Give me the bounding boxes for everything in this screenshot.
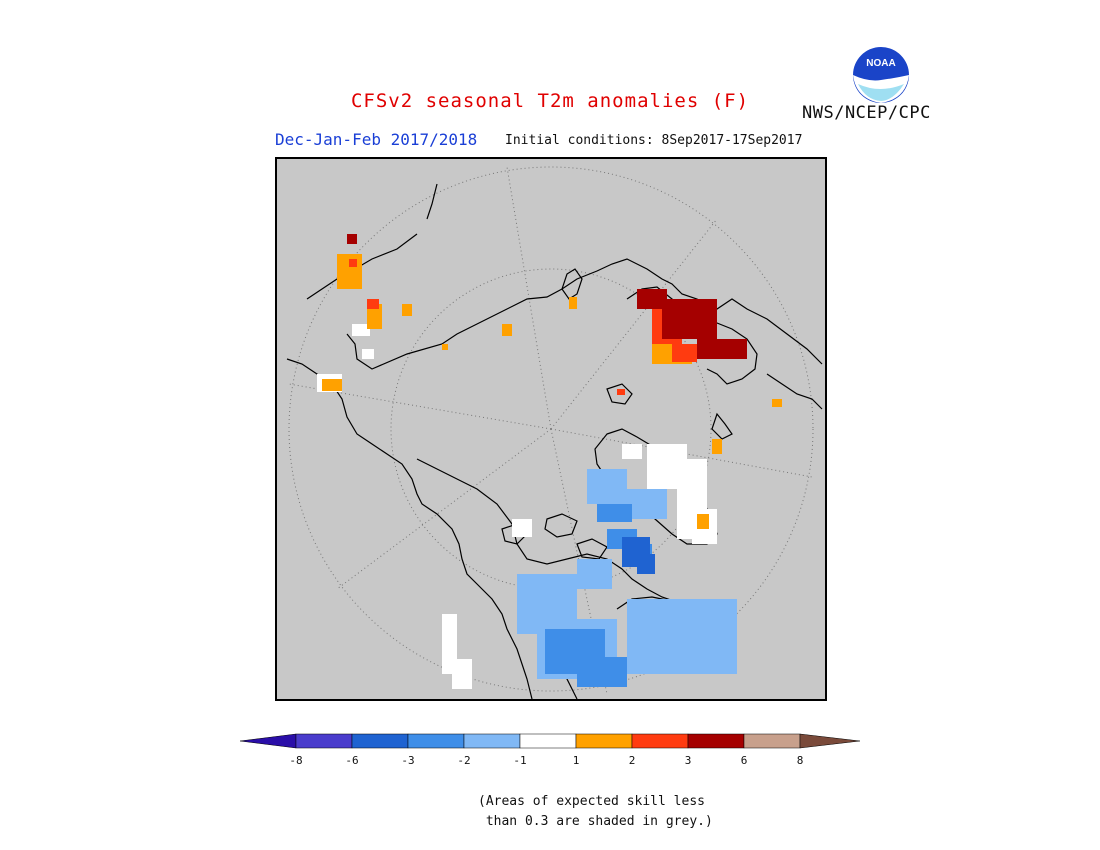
latitude-circle (390, 268, 712, 590)
anomaly-white (317, 324, 717, 689)
polar-map (275, 157, 827, 701)
anomaly-blue (545, 504, 652, 687)
color-scale-segment (519, 733, 577, 749)
color-scale-bar: -8 -6 -3 -2 -1 1 2 3 6 8 (240, 733, 860, 767)
color-scale-max-arrow (799, 733, 860, 749)
initial-conditions-label: Initial conditions: 8Sep2017-17Sep2017 (505, 133, 803, 148)
color-scale-tick: -6 (345, 754, 358, 767)
polar-map-svg (286, 166, 823, 699)
coastline-svalbard (606, 383, 633, 405)
meridian-line (336, 428, 552, 590)
color-scale-segment (407, 733, 465, 749)
color-scale-min-arrow (240, 733, 297, 749)
agency-label: NWS/NCEP/CPC (802, 103, 931, 123)
color-scale-tick: -2 (457, 754, 470, 767)
color-scale-segment (351, 733, 409, 749)
color-scale-tick: 3 (685, 754, 692, 767)
color-scale-segment (463, 733, 521, 749)
coastline-mediterranean (766, 373, 823, 410)
meridian-line (506, 166, 552, 430)
color-scale-segment (687, 733, 745, 749)
skill-note: (Areas of expected skill less than 0.3 a… (478, 794, 713, 829)
meridian-line (550, 218, 718, 430)
anomaly-dark-red (347, 234, 747, 359)
color-scale-segment (743, 733, 801, 749)
color-scale-tick: 1 (573, 754, 580, 767)
anomaly-red (349, 259, 697, 395)
color-scale-segment (631, 733, 689, 749)
color-scale-segment (295, 733, 353, 749)
color-scale-tick: 2 (629, 754, 636, 767)
meridian-line (288, 383, 552, 430)
noaa-logo: NOAA (851, 45, 911, 105)
latitude-circle (288, 166, 814, 692)
anomaly-orange (322, 254, 782, 529)
color-scale-tick: 8 (797, 754, 804, 767)
color-scale-segment (575, 733, 633, 749)
logo-text: NOAA (866, 58, 895, 69)
anomaly-dark-blue (622, 537, 655, 574)
season-label: Dec-Jan-Feb 2017/2018 (275, 130, 478, 149)
color-scale-tick: -1 (513, 754, 526, 767)
color-scale-tick: -3 (401, 754, 414, 767)
chart-title: CFSv2 seasonal T2m anomalies (F) (350, 90, 750, 112)
coastline-novaya-zemlya (561, 268, 583, 300)
color-scale-tick: -8 (289, 754, 302, 767)
color-scale-tick: 6 (741, 754, 748, 767)
